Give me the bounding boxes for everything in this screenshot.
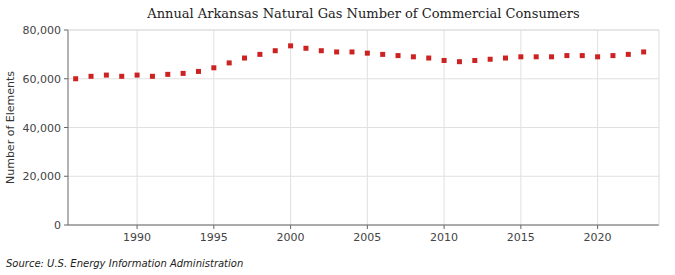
x-tick-label: 2000 xyxy=(277,231,305,244)
x-tick-label: 2015 xyxy=(507,231,535,244)
y-grid-line xyxy=(68,176,659,177)
marker xyxy=(165,72,170,77)
marker xyxy=(580,53,585,58)
x-tick xyxy=(520,225,521,229)
marker xyxy=(472,58,477,63)
marker xyxy=(227,60,232,65)
x-grid-line xyxy=(213,30,214,225)
x-tick xyxy=(597,225,598,229)
title: Annual Arkansas Natural Gas Number of Co… xyxy=(146,6,579,21)
x-grid-line xyxy=(290,30,291,225)
marker xyxy=(365,51,370,56)
marker xyxy=(181,71,186,76)
source-note: Source: U.S. Energy Information Administ… xyxy=(6,258,243,269)
x-tick-label: 2005 xyxy=(353,231,381,244)
marker xyxy=(626,52,631,57)
marker xyxy=(119,74,124,79)
x-tick xyxy=(290,225,291,229)
series xyxy=(73,43,646,81)
marker xyxy=(564,53,569,58)
marker xyxy=(457,59,462,64)
x-axis-line xyxy=(68,225,659,226)
y-tick xyxy=(64,30,68,31)
marker xyxy=(242,56,247,61)
x-tick xyxy=(367,225,368,229)
marker xyxy=(488,57,493,62)
marker xyxy=(534,54,539,59)
y-tick xyxy=(64,176,68,177)
marker xyxy=(380,52,385,57)
marker xyxy=(518,54,523,59)
marker xyxy=(89,74,94,79)
marker xyxy=(595,54,600,59)
marker xyxy=(319,48,324,53)
marker xyxy=(273,48,278,53)
y-tick xyxy=(64,225,68,226)
y-grid-line xyxy=(68,127,659,128)
marker xyxy=(150,74,155,79)
x-tick xyxy=(444,225,445,229)
plot-frame-top xyxy=(68,30,659,31)
marker xyxy=(426,56,431,61)
marker xyxy=(196,69,201,74)
marker xyxy=(104,73,109,78)
marker xyxy=(503,56,508,61)
marker xyxy=(349,49,354,54)
y-axis-label: Number of Elements xyxy=(4,71,17,184)
x-tick-label: 1990 xyxy=(123,231,151,244)
y-tick-label: 40,000 xyxy=(23,122,62,135)
marker xyxy=(303,46,308,51)
axes: 0 20,000 40,000 60,000 80,000 1990 1995 2000 200… xyxy=(23,24,660,244)
plot-frame-right xyxy=(659,30,660,225)
marker xyxy=(641,49,646,54)
marker xyxy=(73,76,78,81)
marker xyxy=(411,54,416,59)
y-tick-label: 80,000 xyxy=(23,24,62,37)
grid xyxy=(68,30,659,225)
x-tick xyxy=(137,225,138,229)
y-grid-line xyxy=(68,78,659,79)
x-tick-label: 2010 xyxy=(430,231,458,244)
x-tick-label: 2020 xyxy=(584,231,612,244)
y-grid-line xyxy=(68,225,659,226)
marker xyxy=(610,53,615,58)
y-tick-label: 60,000 xyxy=(23,73,62,86)
y-grid-line xyxy=(68,30,659,31)
y-tick xyxy=(64,127,68,128)
marker xyxy=(396,53,401,58)
y-axis-line xyxy=(68,30,69,225)
y-tick-label: 20,000 xyxy=(23,170,62,183)
x-grid-line xyxy=(137,30,138,225)
y-tick-label: 0 xyxy=(54,219,61,232)
x-tick xyxy=(213,225,214,229)
x-tick-label: 1995 xyxy=(200,231,228,244)
marker xyxy=(135,73,140,78)
chart: Annual Arkansas Natural Gas Number of Co… xyxy=(0,0,675,275)
marker xyxy=(288,43,293,48)
marker xyxy=(211,65,216,70)
marker xyxy=(549,54,554,59)
x-grid-line xyxy=(367,30,368,225)
marker xyxy=(334,49,339,54)
marker xyxy=(442,58,447,63)
marker xyxy=(257,52,262,57)
y-tick xyxy=(64,78,68,79)
